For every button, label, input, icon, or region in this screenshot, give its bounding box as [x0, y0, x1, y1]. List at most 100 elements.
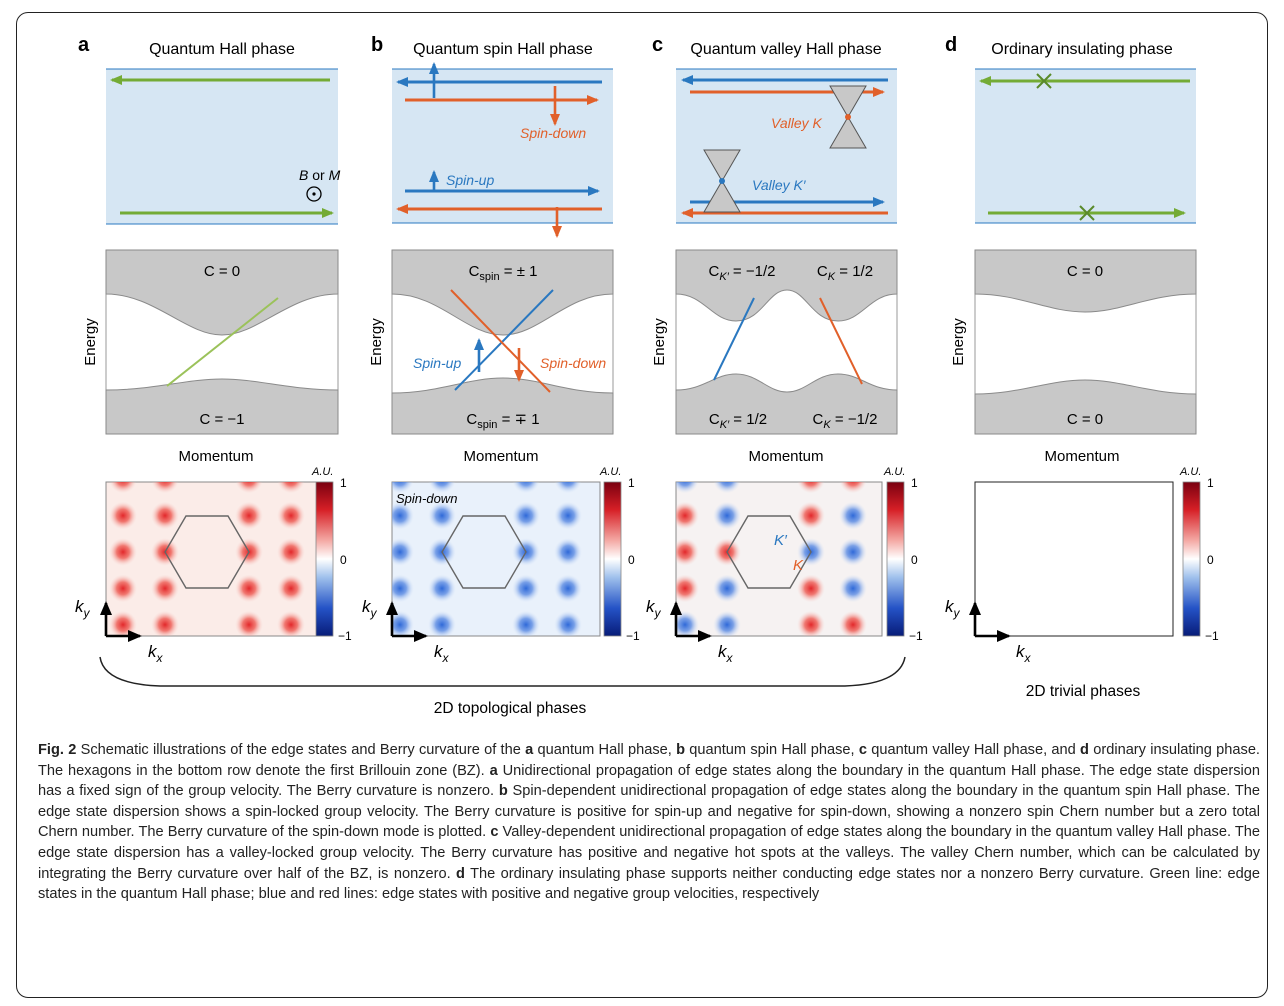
berry-hotspot	[428, 482, 456, 494]
berry-spots-b	[392, 482, 582, 636]
blocked-cross-icon-bottom	[1079, 205, 1095, 221]
ky-label-d: ky	[945, 597, 961, 620]
chern-bottom-b: Cspin = ∓ 1	[466, 411, 539, 431]
colorbar-min-a: −1	[338, 629, 352, 643]
green-dispersion	[166, 297, 279, 387]
berry-hotspot	[676, 610, 699, 636]
edge-schematic-b	[392, 69, 613, 223]
energy-label-b: Energy	[368, 318, 385, 366]
colorbar-min-d: −1	[1205, 629, 1219, 643]
kx-label-c: kx	[718, 642, 734, 665]
caption-text: quantum spin Hall phase,	[684, 742, 859, 758]
colorbar-min-c: −1	[909, 629, 923, 643]
panel-c: c Quantum valley Hall phase Valley K Val…	[646, 34, 923, 665]
caption-fig-label: Fig. 2	[38, 742, 77, 758]
chern-bottom-left-c: CK′ = 1/2	[709, 411, 767, 431]
chern-top-d: C = 0	[1067, 263, 1103, 280]
colorbar-mid-b: 0	[628, 553, 635, 567]
colorbar-unit-d: A.U.	[1179, 466, 1201, 478]
panel-title-d: Ordinary insulating phase	[991, 41, 1173, 58]
berry-hotspot	[713, 501, 741, 530]
caption-text: Valley-dependent unidirectional propagat…	[38, 824, 1260, 882]
berry-hotspot	[109, 482, 137, 494]
berry-map-d	[974, 481, 1174, 637]
panel-title-c: Quantum valley Hall phase	[690, 41, 881, 58]
orange-dispersion-c	[819, 297, 863, 385]
colorbar-max-d: 1	[1207, 476, 1214, 490]
berry-hotspot	[797, 482, 825, 494]
field-label: B or M	[299, 167, 341, 183]
bz-hexagon-b	[441, 515, 527, 589]
spin-down-label-band: Spin-down	[540, 355, 606, 371]
colorbar-mid-c: 0	[911, 553, 918, 567]
chern-bottom-a: C = −1	[199, 411, 244, 428]
berry-hotspot	[512, 482, 540, 494]
berry-hotspot	[554, 482, 582, 494]
berry-hotspot	[839, 482, 867, 494]
berry-hotspot	[797, 574, 825, 603]
colorbar-mid-a: 0	[340, 553, 347, 567]
berry-hotspot	[109, 538, 137, 566]
berry-hotspot	[277, 482, 305, 494]
berry-hotspot	[235, 610, 263, 636]
berry-hotspot	[151, 610, 179, 636]
kprime-map-label: K′	[774, 532, 788, 549]
energy-label-d: Energy	[950, 318, 967, 366]
chern-top-left-c: CK′ = −1/2	[709, 263, 776, 283]
topological-label: 2D topological phases	[434, 700, 587, 717]
caption-letter-a: a	[525, 742, 534, 758]
berry-hotspot	[797, 501, 825, 530]
blocked-cross-icon-top	[1036, 73, 1052, 89]
panel-letter-a: a	[78, 34, 90, 56]
berry-hotspot	[512, 501, 540, 530]
berry-hotspot	[277, 610, 305, 636]
kx-label-a: kx	[148, 642, 164, 665]
spin-up-label-top: Spin-up	[446, 172, 494, 188]
berry-hotspot	[392, 501, 414, 530]
panel-title-a: Quantum Hall phase	[149, 41, 295, 58]
bz-hexagon-a	[164, 515, 250, 589]
figure-frame	[16, 12, 1268, 998]
chern-bottom-d: C = 0	[1067, 411, 1103, 428]
berry-hotspot	[392, 610, 414, 636]
berry-hotspot	[512, 574, 540, 603]
figure-caption: Fig. 2 Schematic illustrations of the ed…	[38, 740, 1260, 905]
berry-hotspot	[676, 501, 699, 530]
colorbar-unit-b: A.U.	[599, 466, 621, 478]
colorbar-unit-c: A.U.	[883, 466, 905, 478]
berry-hotspot	[428, 610, 456, 636]
berry-hotspot	[428, 501, 456, 530]
berry-hotspot	[512, 610, 540, 636]
panel-b: b Quantum spin Hall phase Spin-down Spin…	[362, 34, 640, 665]
berry-hotspot	[392, 482, 414, 494]
caption-text: ordinary insulating phase. The hexagons …	[38, 742, 1260, 779]
panel-title-b: Quantum spin Hall phase	[413, 41, 593, 58]
colorbar-min-b: −1	[626, 629, 640, 643]
berry-hotspot	[109, 501, 137, 530]
berry-hotspot	[839, 538, 867, 566]
figure-2: a Quantum Hall phase B or M C = 0 C = −1…	[75, 34, 1219, 717]
energy-label-c: Energy	[651, 318, 668, 366]
berry-hotspot	[151, 574, 179, 603]
edge-schematic-a	[106, 69, 338, 224]
berry-hotspot	[676, 538, 699, 566]
caption-text: quantum valley Hall phase, and	[867, 742, 1081, 758]
colorbar-mid-d: 0	[1207, 553, 1214, 567]
spin-down-map-label: Spin-down	[396, 491, 457, 506]
ky-label-c: ky	[646, 597, 662, 620]
berry-hotspot	[277, 538, 305, 566]
momentum-label-a: Momentum	[178, 448, 253, 465]
colorbar-max-b: 1	[628, 476, 635, 490]
colorbar-a	[315, 481, 334, 637]
caption-letter-a: a	[489, 762, 498, 779]
panel-d: d Ordinary insulating phase C = 0 C = 0 …	[945, 34, 1219, 665]
colorbar-max-a: 1	[340, 476, 347, 490]
caption-letter-c: c	[490, 824, 499, 841]
orange-dispersion-b	[450, 289, 551, 393]
momentum-label-c: Momentum	[748, 448, 823, 465]
topological-bracket	[99, 656, 906, 687]
berry-hotspot	[235, 482, 263, 494]
berry-hotspot	[109, 574, 137, 603]
caption-text: Schematic illustrations of the edge stat…	[76, 742, 526, 758]
ky-label-b: ky	[362, 597, 378, 620]
